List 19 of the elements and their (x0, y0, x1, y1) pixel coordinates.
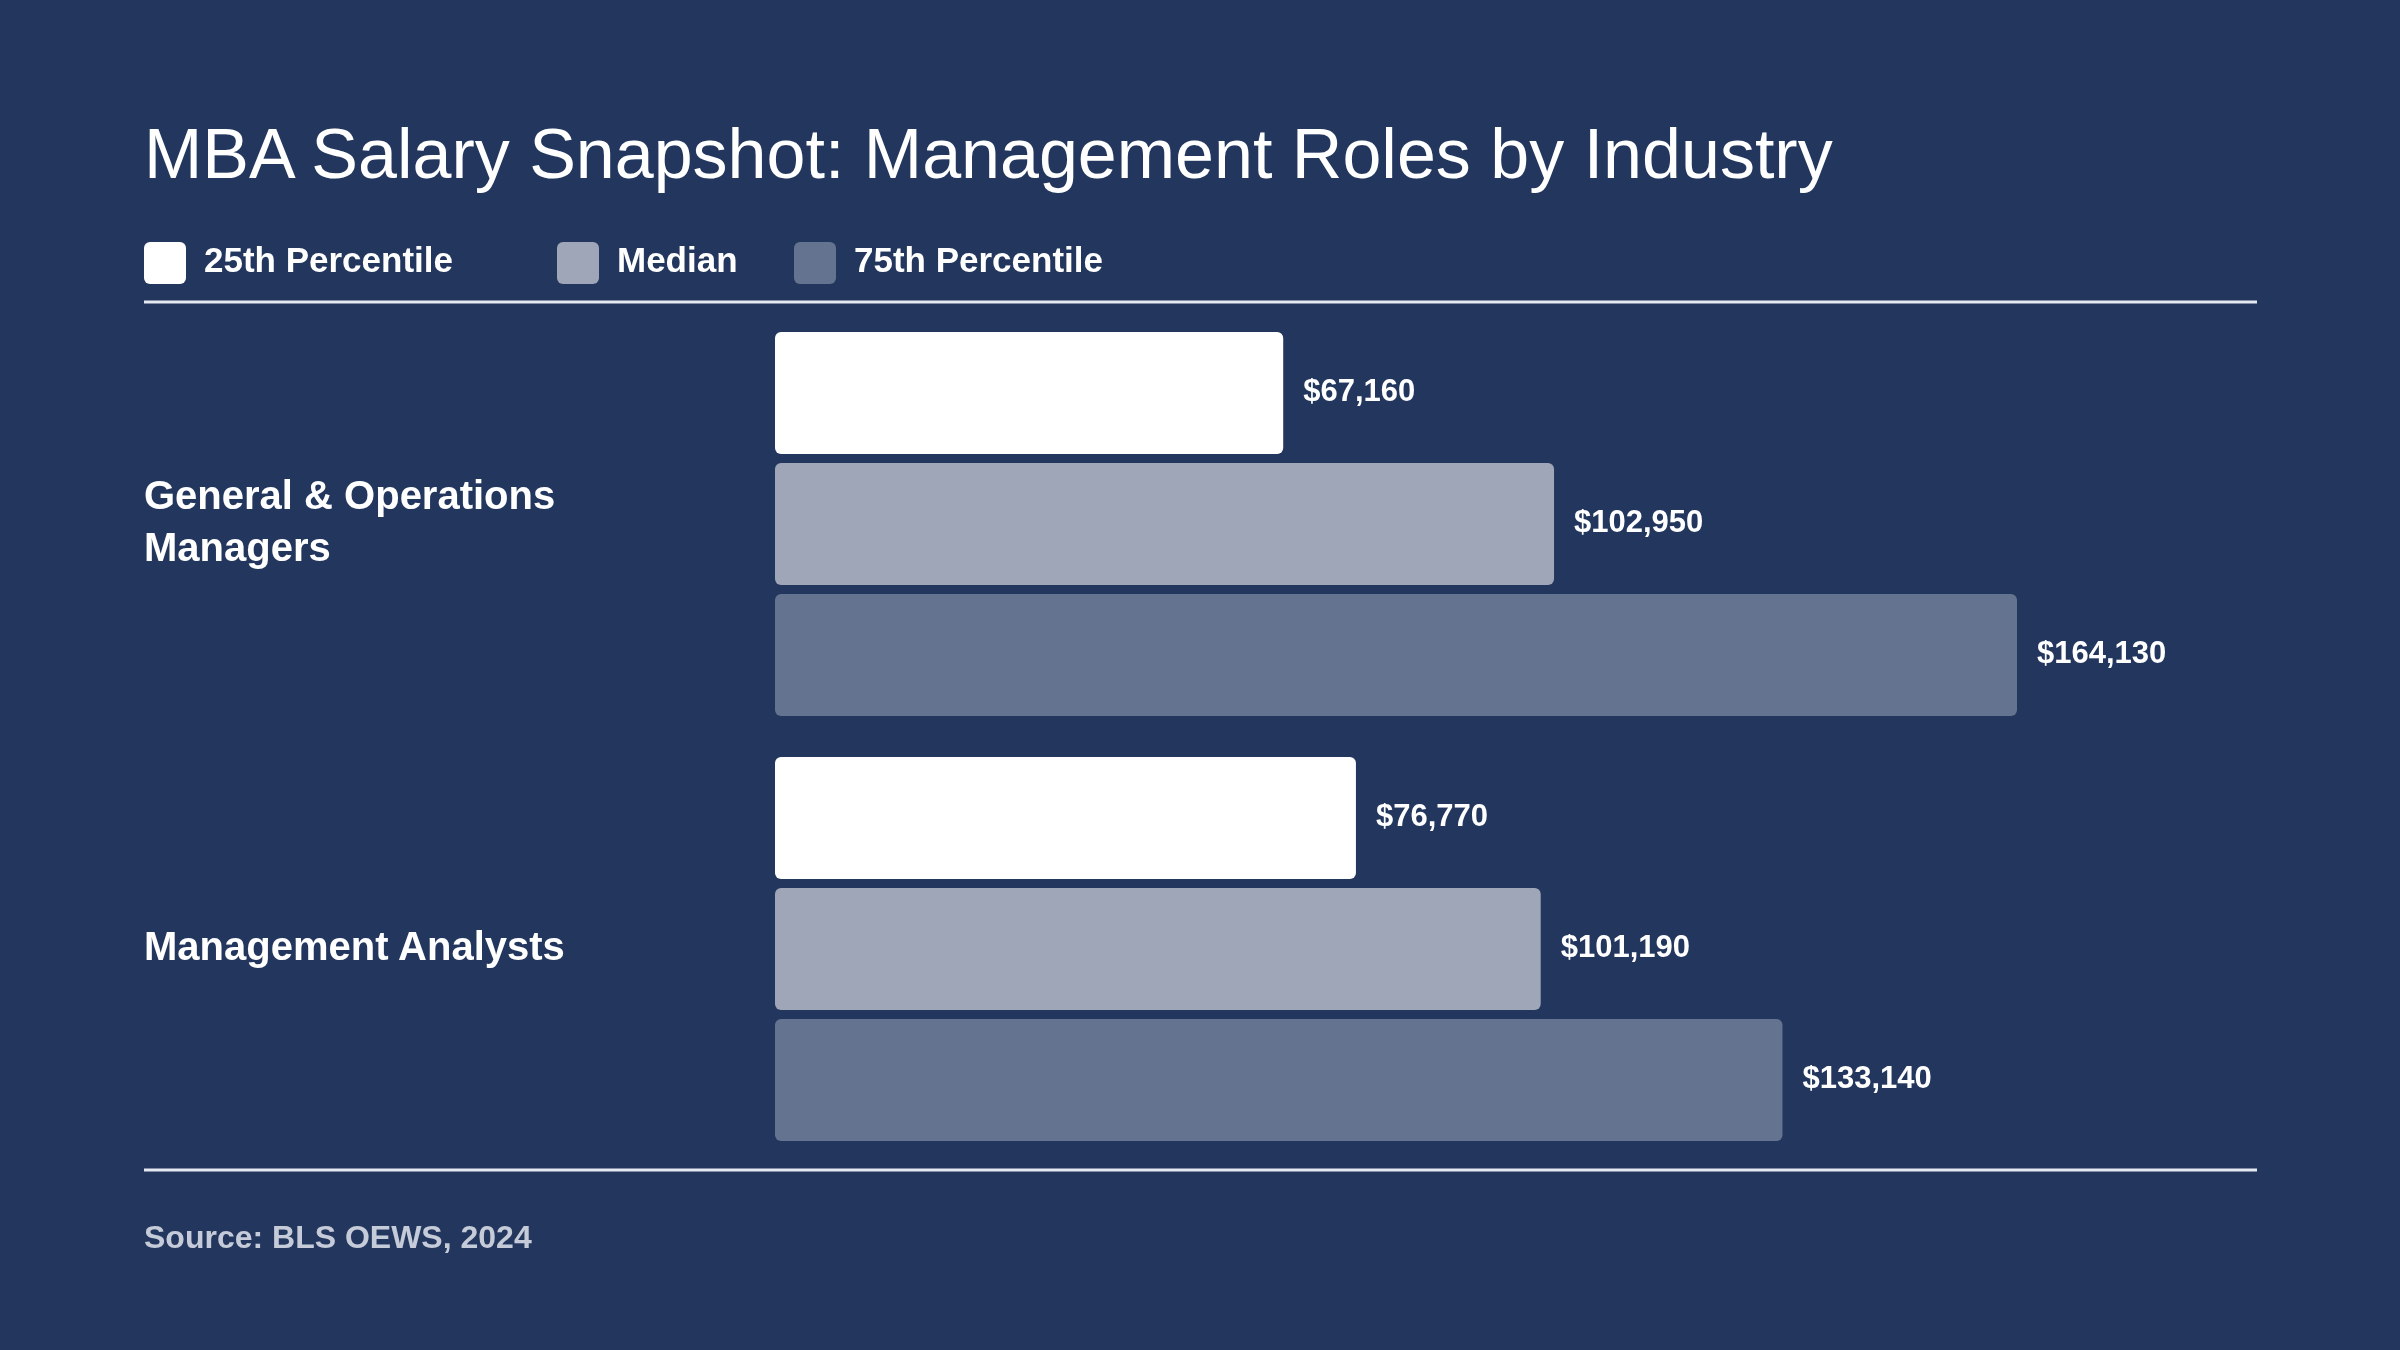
data-label: $133,140 (1802, 1060, 1932, 1096)
legend-label: 75th Percentile (854, 240, 1103, 280)
data-label: $102,950 (1574, 504, 1704, 540)
data-label: $67,160 (1303, 373, 1416, 409)
bar (775, 757, 1356, 879)
chart-title: MBA Salary Snapshot: Management Roles by Industry (144, 115, 1833, 193)
bar (775, 463, 1555, 585)
y-tick-label: Management Analysts (144, 923, 565, 968)
bar (775, 888, 1541, 1010)
data-label: $76,770 (1375, 798, 1488, 834)
data-label: $164,130 (2037, 635, 2167, 671)
bar (775, 594, 2017, 716)
source-note: Source: BLS OEWS, 2024 (144, 1219, 532, 1256)
data-label: $101,190 (1560, 929, 1691, 965)
legend-label: 25th Percentile (204, 240, 453, 280)
y-tick-label: General & Operations Managers (144, 472, 556, 569)
legend-label: Median (617, 240, 738, 280)
bar (775, 332, 1284, 454)
bar (775, 1019, 1783, 1141)
